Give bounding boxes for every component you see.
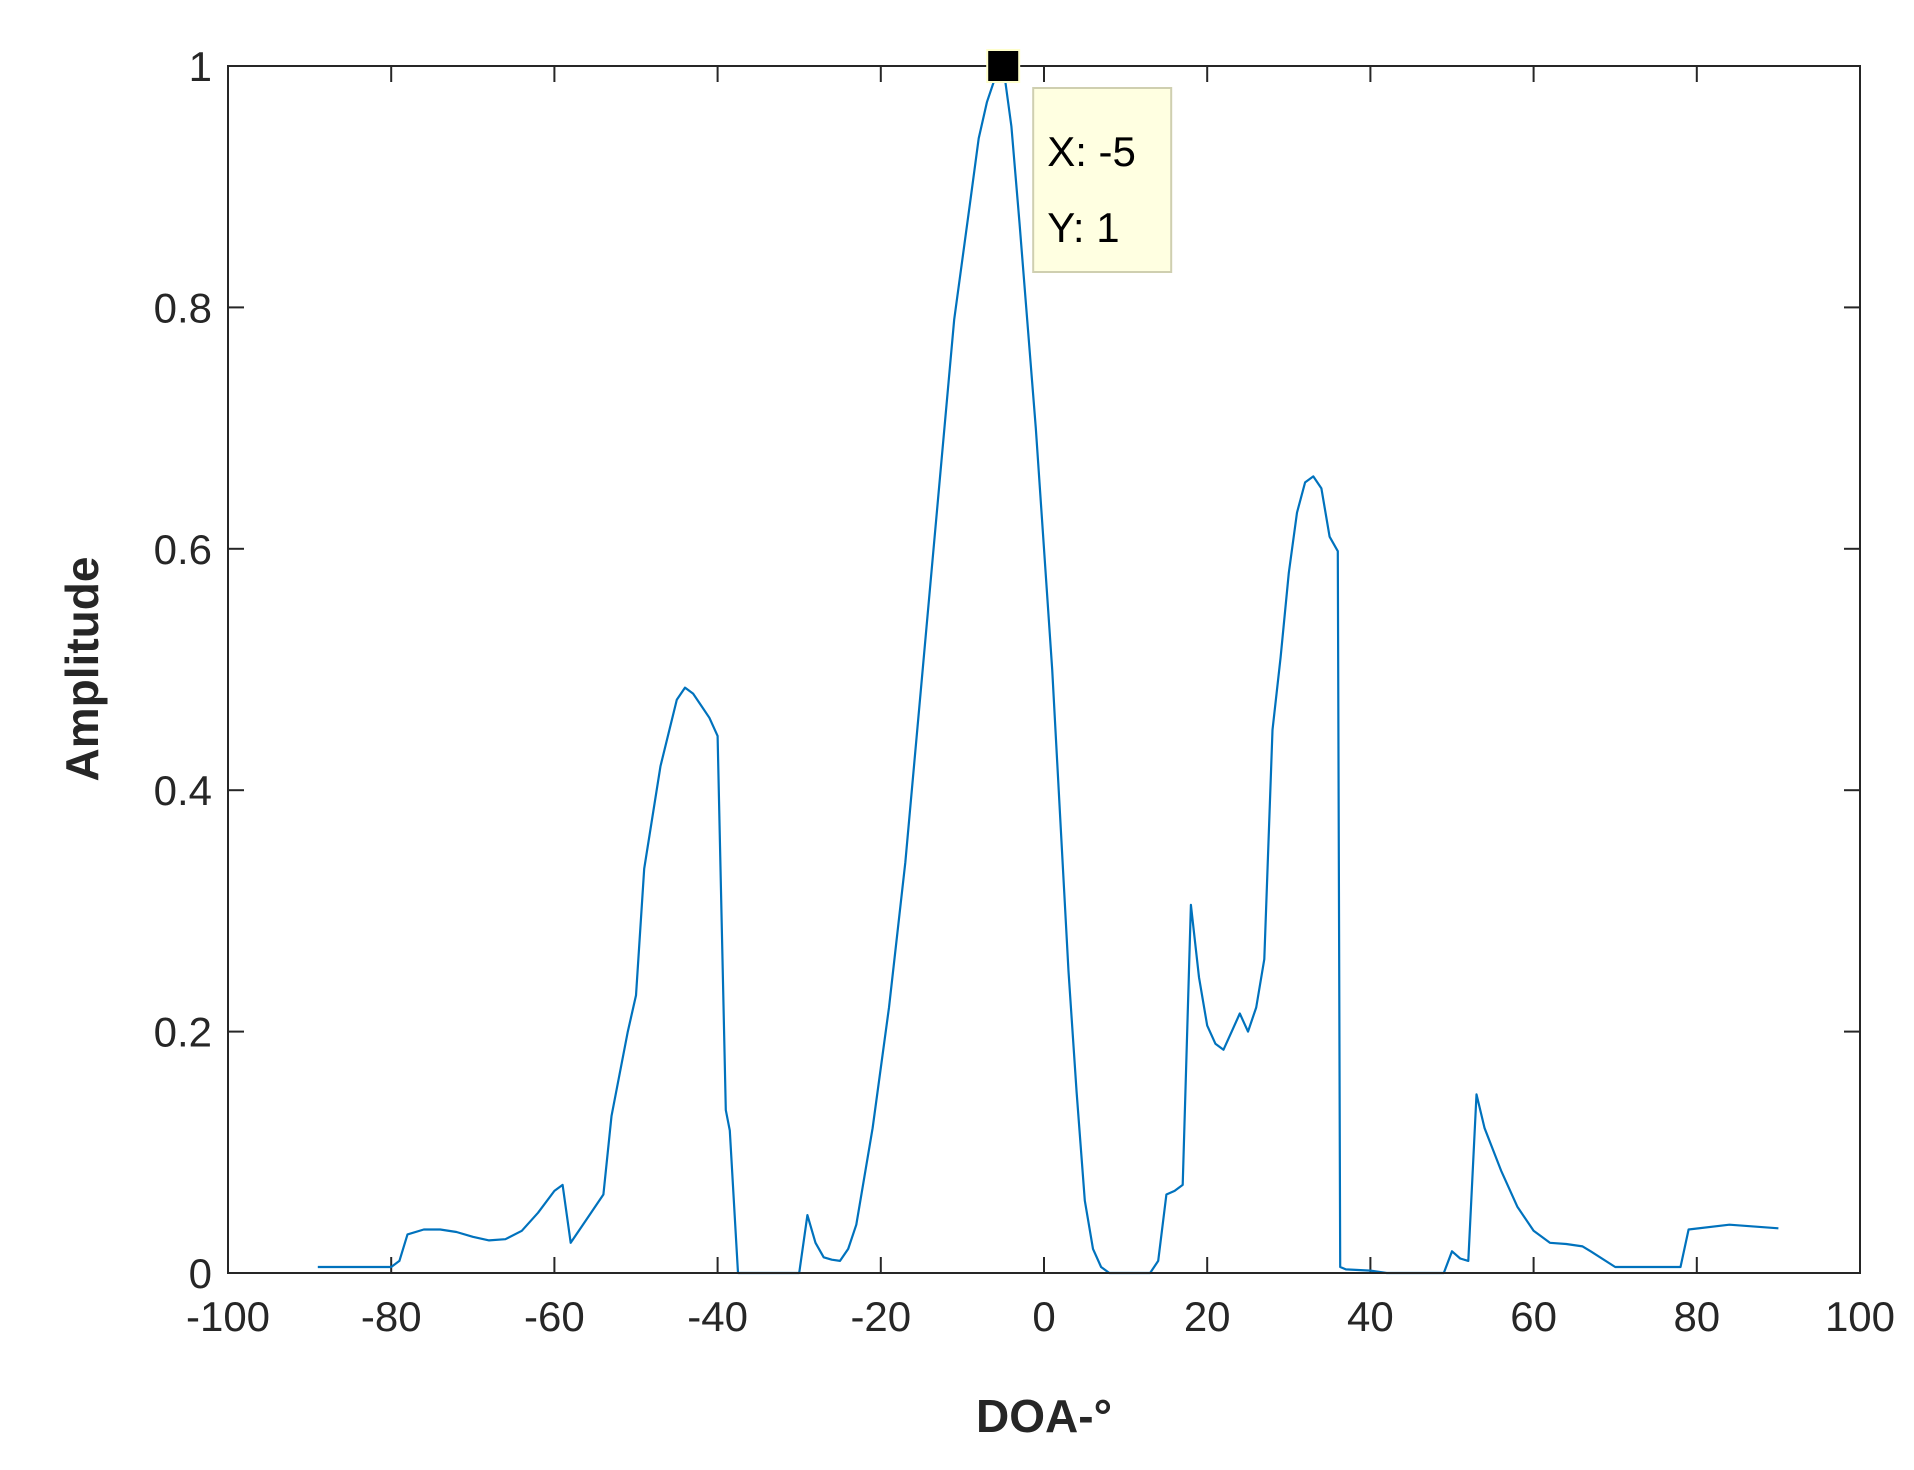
y-tick-label: 0	[189, 1250, 212, 1297]
y-tick-labels: 0 0.2 0.4 0.6 0.8 1	[154, 43, 212, 1297]
axes-box	[227, 65, 1861, 1274]
x-tick-label: 0	[1032, 1293, 1055, 1340]
y-tick-label: 0.2	[154, 1009, 212, 1056]
y-tick-label: 1	[189, 43, 212, 90]
data-tip[interactable]: X: -5 Y: 1	[986, 49, 1173, 273]
x-tick-label: -20	[850, 1293, 911, 1340]
data-tip-text: Y: 1	[1047, 204, 1119, 251]
y-tick-label: 0.4	[154, 767, 212, 814]
data-tip-box	[1032, 87, 1173, 273]
data-tip-marker[interactable]	[986, 49, 1021, 83]
x-tick-label: 40	[1347, 1293, 1394, 1340]
x-tick-label: -40	[687, 1293, 748, 1340]
x-tick-label: 60	[1510, 1293, 1557, 1340]
x-tick-label: 80	[1673, 1293, 1720, 1340]
x-tick-label: 20	[1184, 1293, 1231, 1340]
x-axis-label: DOA-°	[976, 1390, 1112, 1442]
y-tick-label: 0.8	[154, 284, 212, 331]
y-axis-label: Amplitude	[56, 557, 108, 782]
x-tick-label: -60	[524, 1293, 585, 1340]
x-tick-label: -80	[361, 1293, 422, 1340]
y-tick-label: 0.6	[154, 526, 212, 573]
x-tick-labels: -100 -80 -60 -40 -20 0 20 40 60 80 100	[186, 1293, 1895, 1340]
x-tick-label: 100	[1825, 1293, 1895, 1340]
data-tip-text: X: -5	[1047, 128, 1136, 175]
x-tick-label: -100	[186, 1293, 270, 1340]
